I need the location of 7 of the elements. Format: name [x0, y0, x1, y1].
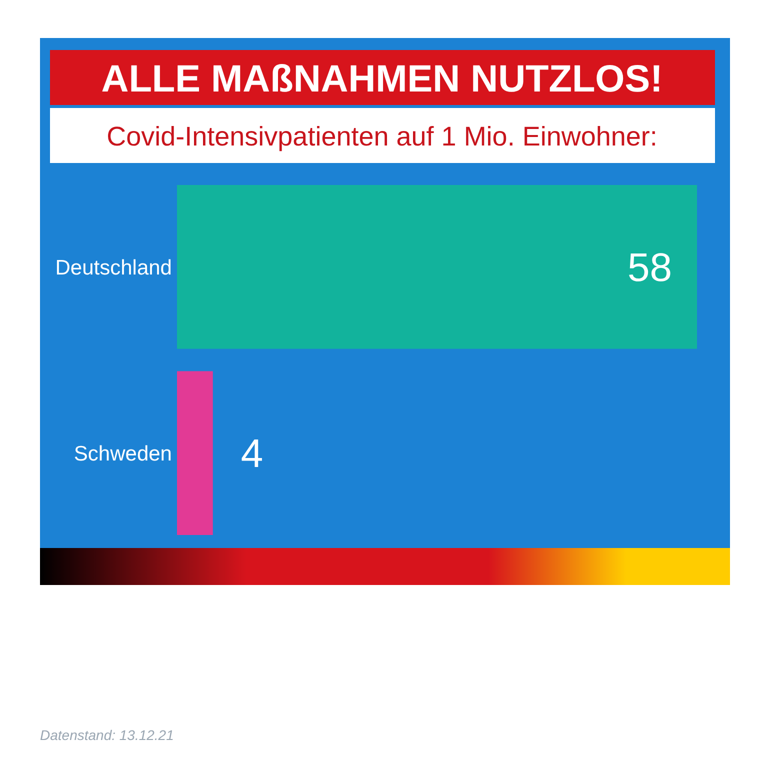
y-tick-label: Deutschland: [55, 256, 172, 280]
text: Datenstand: 13.12.21: [40, 727, 174, 743]
chart-title: ALLE MAßNAHMEN NUTZLOS!: [101, 58, 663, 100]
chart-subtitle: Covid-Intensivpatienten auf 1 Mio. Einwohner:: [106, 121, 658, 152]
y-tick-label: Schweden: [74, 442, 172, 466]
data-label: 58: [628, 246, 672, 290]
data-label: 4: [240, 432, 264, 476]
